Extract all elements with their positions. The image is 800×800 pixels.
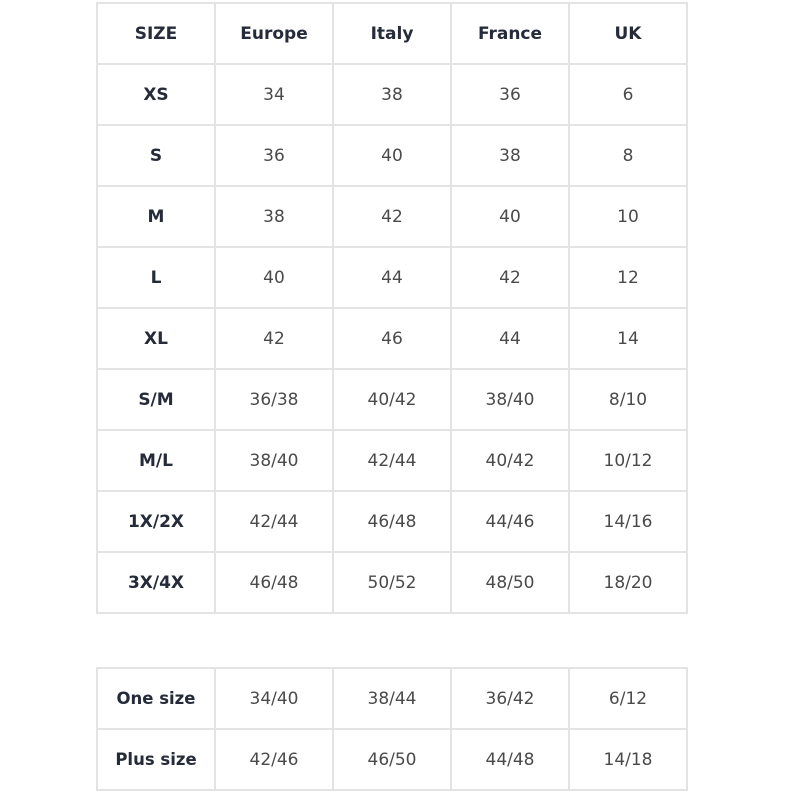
size-label: M bbox=[96, 185, 216, 248]
size-value: 38/44 bbox=[332, 667, 452, 730]
extra-size-table: One size 34/40 38/44 36/42 6/12 Plus size 42/4… bbox=[96, 667, 688, 791]
size-label: L bbox=[96, 246, 216, 309]
size-value: 38 bbox=[450, 124, 570, 187]
size-label: S bbox=[96, 124, 216, 187]
column-header: SIZE bbox=[96, 2, 216, 65]
size-value: 34/40 bbox=[214, 667, 334, 730]
column-header: UK bbox=[568, 2, 688, 65]
size-value: 38 bbox=[332, 63, 452, 126]
column-header: Italy bbox=[332, 2, 452, 65]
size-value: 6/12 bbox=[568, 667, 688, 730]
size-label: 3X/4X bbox=[96, 551, 216, 614]
size-value: 10 bbox=[568, 185, 688, 248]
size-value: 14 bbox=[568, 307, 688, 370]
size-value: 38/40 bbox=[214, 429, 334, 492]
size-value: 38/40 bbox=[450, 368, 570, 431]
size-value: 14/18 bbox=[568, 728, 688, 791]
size-value: 36/42 bbox=[450, 667, 570, 730]
table-row: M/L 38/40 42/44 40/42 10/12 bbox=[96, 429, 688, 492]
table-row: Plus size 42/46 46/50 44/48 14/18 bbox=[96, 728, 688, 791]
size-value: 38 bbox=[214, 185, 334, 248]
table-row: M 38 42 40 10 bbox=[96, 185, 688, 248]
size-value: 42/44 bbox=[332, 429, 452, 492]
size-value: 42 bbox=[332, 185, 452, 248]
size-value: 50/52 bbox=[332, 551, 452, 614]
column-header: France bbox=[450, 2, 570, 65]
size-label: M/L bbox=[96, 429, 216, 492]
size-value: 42 bbox=[214, 307, 334, 370]
size-value: 40 bbox=[332, 124, 452, 187]
size-value: 36/38 bbox=[214, 368, 334, 431]
size-label: S/M bbox=[96, 368, 216, 431]
size-value: 8 bbox=[568, 124, 688, 187]
size-value: 18/20 bbox=[568, 551, 688, 614]
size-value: 40 bbox=[450, 185, 570, 248]
size-value: 40/42 bbox=[450, 429, 570, 492]
size-value: 46 bbox=[332, 307, 452, 370]
table-row: S/M 36/38 40/42 38/40 8/10 bbox=[96, 368, 688, 431]
size-value: 44/48 bbox=[450, 728, 570, 791]
size-value: 36 bbox=[214, 124, 334, 187]
size-value: 10/12 bbox=[568, 429, 688, 492]
table-row: 3X/4X 46/48 50/52 48/50 18/20 bbox=[96, 551, 688, 614]
size-value: 44/46 bbox=[450, 490, 570, 553]
size-value: 42/44 bbox=[214, 490, 334, 553]
size-label: XS bbox=[96, 63, 216, 126]
table-row: XS 34 38 36 6 bbox=[96, 63, 688, 126]
size-value: 46/48 bbox=[332, 490, 452, 553]
size-value: 8/10 bbox=[568, 368, 688, 431]
table-row: 1X/2X 42/44 46/48 44/46 14/16 bbox=[96, 490, 688, 553]
size-label: Plus size bbox=[96, 728, 216, 791]
table-row: L 40 44 42 12 bbox=[96, 246, 688, 309]
size-label: XL bbox=[96, 307, 216, 370]
column-header: Europe bbox=[214, 2, 334, 65]
size-value: 6 bbox=[568, 63, 688, 126]
size-value: 42/46 bbox=[214, 728, 334, 791]
size-value: 14/16 bbox=[568, 490, 688, 553]
size-value: 36 bbox=[450, 63, 570, 126]
size-value: 48/50 bbox=[450, 551, 570, 614]
size-label: One size bbox=[96, 667, 216, 730]
size-value: 42 bbox=[450, 246, 570, 309]
size-value: 46/48 bbox=[214, 551, 334, 614]
size-value: 40 bbox=[214, 246, 334, 309]
table-row: One size 34/40 38/44 36/42 6/12 bbox=[96, 667, 688, 730]
table-row: XL 42 46 44 14 bbox=[96, 307, 688, 370]
size-value: 34 bbox=[214, 63, 334, 126]
size-value: 44 bbox=[332, 246, 452, 309]
size-label: 1X/2X bbox=[96, 490, 216, 553]
size-value: 44 bbox=[450, 307, 570, 370]
size-value: 40/42 bbox=[332, 368, 452, 431]
header-row: SIZE Europe Italy France UK bbox=[96, 2, 688, 65]
size-value: 46/50 bbox=[332, 728, 452, 791]
size-chart-table: SIZE Europe Italy France UK XS 34 38 36 6 S 36 40 38 8… bbox=[96, 2, 688, 614]
table-row: S 36 40 38 8 bbox=[96, 124, 688, 187]
size-value: 12 bbox=[568, 246, 688, 309]
